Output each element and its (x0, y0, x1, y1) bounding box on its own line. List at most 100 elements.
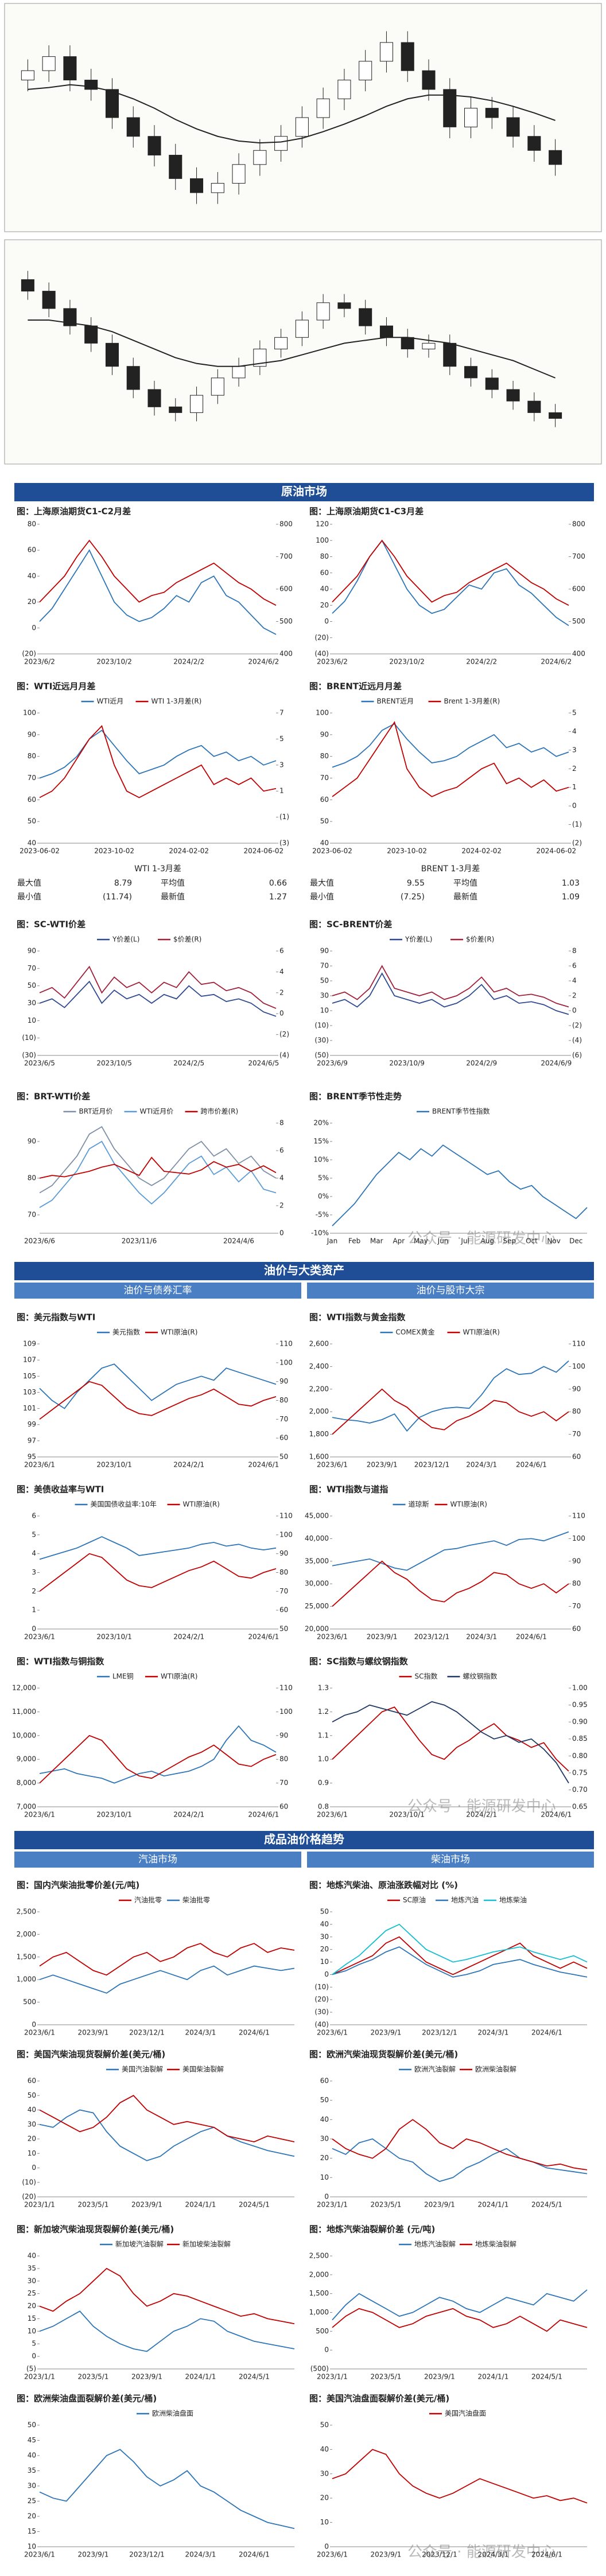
y-tick-label: 0 (324, 617, 329, 625)
x-tick-label: 2023/9/1 (371, 2029, 402, 2037)
y2-tick-label: (2) (279, 1030, 289, 1038)
y-tick-label: 500 (316, 2327, 329, 2335)
y2-tick-label: 110 (279, 1512, 293, 1520)
x-tick-label: 2023/6/6 (24, 1237, 55, 1245)
subsection-title: 汽油市场 (138, 1854, 177, 1865)
legend-label: 跨市价差(R) (201, 1107, 239, 1116)
y2-tick-label: 0 (279, 1010, 284, 1018)
y-tick-label: 80 (320, 552, 329, 560)
y-tick-label: 10% (313, 1156, 329, 1164)
data-line (39, 2095, 295, 2143)
x-tick-label: 2023/10/9 (389, 1059, 425, 1067)
candle-body (549, 150, 562, 165)
y2-tick-label: 60 (279, 1434, 288, 1442)
candle-body (527, 136, 541, 151)
y-tick-label: 2,600 (309, 1340, 329, 1348)
legend-label: LME铜 (112, 1672, 134, 1681)
chart-title: 图：地炼汽柴油、原油涨跌幅对比 (%) (309, 1880, 458, 1891)
x-tick-label: Aug (481, 1237, 494, 1245)
candle-body (42, 56, 56, 71)
x-tick-label: 2023/12/1 (422, 2551, 457, 2559)
y-tick-label: 20 (320, 2494, 329, 2502)
y-tick-label: 40 (320, 839, 329, 847)
y-tick-label: 25 (28, 2497, 36, 2505)
x-tick-label: 2024/2/2 (466, 658, 497, 666)
x-tick-label: 2023/5/1 (371, 2201, 402, 2209)
legend-label: WTI原油(R) (463, 1328, 500, 1336)
table-cell: 8.79 (114, 879, 132, 888)
y-tick-label: 2,000 (309, 2270, 329, 2278)
candle-body (337, 302, 351, 309)
y-tick-label: 50 (28, 981, 36, 989)
candle-body (295, 117, 309, 137)
x-tick-label: 2023/5/1 (78, 2201, 109, 2209)
data-line (39, 1943, 295, 1976)
y-tick-label: 50 (320, 2096, 329, 2104)
y2-tick-label: 60 (279, 1803, 288, 1811)
y2-tick-label: 80 (279, 1568, 288, 1576)
y-tick-label: 0% (318, 1192, 329, 1201)
y-tick-label: 50 (320, 2421, 329, 2429)
legend-label: 欧洲柴油盘面 (152, 2409, 193, 2418)
chart-title: 图：WTI指数与黄金指数 (309, 1312, 406, 1323)
y-tick-label: 20 (28, 2512, 36, 2520)
x-tick-label: 2023/6/1 (317, 2551, 348, 2559)
y2-tick-label: 3 (279, 761, 284, 769)
legend-label: 欧洲柴油裂解 (475, 2066, 516, 2074)
x-tick-label: 2023-10-02 (94, 847, 134, 855)
y2-tick-label: (1) (279, 813, 289, 821)
candle-body (422, 342, 436, 349)
legend-label: 新加坡汽油裂解 (115, 2240, 164, 2248)
candle-body (359, 308, 372, 326)
y2-tick-label: 100 (572, 1362, 585, 1370)
y-tick-label: 10 (28, 1016, 36, 1024)
x-tick-label: 2024/5/1 (531, 2373, 562, 2381)
y-tick-label: -5% (316, 1211, 329, 1219)
y2-tick-label: 700 (572, 552, 585, 560)
y2-tick-label: 0.90 (572, 1718, 588, 1726)
y-tick-label: 80 (28, 520, 36, 528)
y-tick-label: 11,000 (12, 1708, 36, 1716)
y-tick-label: 60 (320, 568, 329, 576)
x-tick-label: 2023/10/2 (389, 658, 425, 666)
x-tick-label: 2023/5/1 (78, 2373, 109, 2381)
y-tick-label: 1.3 (318, 1684, 329, 1692)
subsection-bar (307, 1283, 594, 1299)
y-tick-label: 60 (320, 2077, 329, 2085)
y-tick-label: 4 (32, 1549, 36, 1557)
legend-label: 汽油批零 (134, 1896, 162, 1904)
y-tick-label: 90 (320, 730, 329, 738)
x-tick-label: 2023/6/2 (317, 658, 348, 666)
candle-body (147, 136, 161, 155)
y-tick-label: 25,000 (305, 1602, 329, 1610)
x-tick-label: 2024/1/1 (477, 2373, 508, 2381)
x-tick-label: 2023/6/1 (24, 2029, 55, 2037)
y-tick-label: 2 (32, 1587, 36, 1595)
legend-label: 美国汽油裂解 (122, 2065, 163, 2074)
x-tick-label: 2024/2/9 (466, 1059, 497, 1067)
y-tick-label: 40,000 (305, 1534, 329, 1542)
chart-title: 图：BRT-WTI价差 (17, 1092, 90, 1102)
y-tick-label: 40 (320, 2115, 329, 2123)
y2-tick-label: 90 (572, 1557, 581, 1565)
chart-title: 图：SC-BRENT价差 (309, 919, 392, 930)
y2-tick-label: 1.00 (572, 1684, 588, 1692)
x-tick-label: Mar (370, 1237, 383, 1245)
table-cell: (11.74) (103, 893, 132, 902)
x-tick-label: 2023/6/1 (24, 1633, 55, 1641)
y-tick-label: 2,200 (309, 1385, 329, 1393)
y2-tick-label: 80 (279, 1755, 288, 1763)
x-tick-label: 2024/6/1 (248, 1811, 279, 1819)
x-tick-label: 2023/9/1 (78, 2029, 109, 2037)
candle-body (232, 164, 246, 184)
x-tick-label: 2023/12/1 (129, 2551, 165, 2559)
candle-body (169, 154, 182, 179)
x-tick-label: 2023/6/1 (317, 2029, 348, 2037)
chart-title: 图：地炼汽柴油裂解价差 (元/吨) (309, 2224, 435, 2235)
y-tick-label: 2,000 (309, 1408, 329, 1416)
subsection-bar (14, 1852, 301, 1868)
y2-tick-label: 600 (279, 585, 293, 593)
x-tick-label: 2023/6/2 (24, 658, 55, 666)
y-tick-label: 45,000 (305, 1512, 329, 1520)
candle-body (126, 117, 140, 137)
